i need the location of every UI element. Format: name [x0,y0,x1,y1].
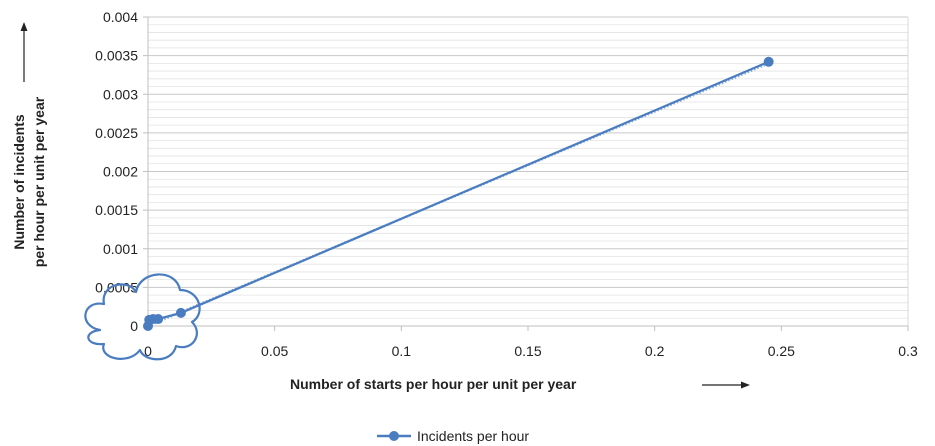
y-axis-title-line-1: Number of incidents [11,114,27,250]
data-point [153,314,164,325]
cloud-annotation [84,273,201,361]
series-incidents-per-hour [143,56,774,331]
legend-marker-icon [377,431,411,441]
y-tick-label: 0.001 [103,241,138,257]
x-tick-label: 0.15 [514,343,541,359]
x-tick-label: 0.2 [645,343,665,359]
legend: Incidents per hour [377,428,529,444]
y-tick-label: 0.0025 [95,125,138,141]
x-tick-label: 0.25 [768,343,795,359]
y-axis-title: Number of incidents per hour per unit pe… [11,22,47,267]
y-axis-arrow-icon [20,22,28,82]
x-tick-labels: 0 0.05 0.1 0.15 0.2 0.25 0.3 [144,343,918,359]
axes [143,16,909,331]
data-point [763,56,774,67]
y-tick-label: 0 [130,318,138,334]
cloud-outline [84,273,201,361]
x-axis-title: Number of starts per hour per unit per y… [290,376,750,392]
y-tick-label: 0.0035 [95,48,138,64]
x-axis-title-text: Number of starts per hour per unit per y… [290,376,577,392]
y-tick-label: 0.002 [103,164,138,180]
legend-label: Incidents per hour [417,428,529,444]
y-tick-label: 0.004 [103,9,138,25]
x-tick-label: 0.05 [261,343,288,359]
x-tick-label: 0.1 [392,343,412,359]
x-axis-arrow-icon [702,381,750,389]
x-tick-label: 0 [144,343,152,359]
gridlines [148,16,909,327]
x-tick-label: 0.3 [898,343,918,359]
y-tick-labels: 00.00050.0010.00150.0020.00250.0030.0035… [95,9,138,334]
data-point [175,307,186,318]
y-tick-label: 0.0015 [95,202,138,218]
series-line [146,60,770,327]
y-axis-title-line-2: per hour per unit per year [31,96,47,267]
y-tick-label: 0.003 [103,86,138,102]
